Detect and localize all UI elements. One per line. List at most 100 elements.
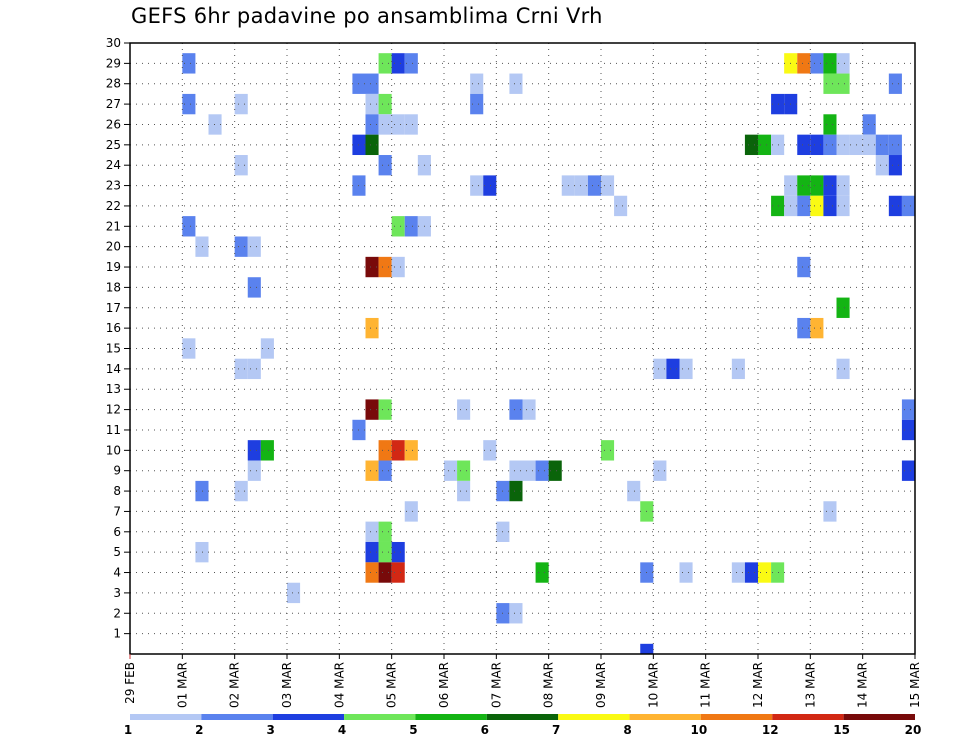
heatmap-cell xyxy=(208,114,222,135)
heatmap-cell xyxy=(391,53,405,74)
x-tick-label: 09 MAR xyxy=(594,662,608,708)
colorbar-swatch xyxy=(629,714,701,720)
heatmap-cell xyxy=(365,562,379,583)
colorbar-swatch xyxy=(130,714,202,720)
colorbar-swatch xyxy=(558,714,630,720)
y-tick-label: 11 xyxy=(106,423,121,437)
heatmap-cell xyxy=(771,134,785,156)
colorbar-label: 15 xyxy=(833,723,850,737)
heatmap-cell xyxy=(365,399,379,420)
heatmap-cell xyxy=(797,256,811,278)
x-tick-label: 29 FEB xyxy=(123,662,137,704)
chart-title: GEFS 6hr padavine po ansamblima Crni Vrh xyxy=(131,4,603,28)
x-tick-label: 15 MAR xyxy=(908,662,922,708)
x-tick-label: 02 MAR xyxy=(228,662,242,708)
heatmap-cell xyxy=(247,440,261,461)
y-tick-label: 10 xyxy=(106,443,121,457)
colorbar-swatch xyxy=(486,714,559,720)
heatmap-cell xyxy=(810,53,824,74)
y-tick-label: 26 xyxy=(106,117,121,131)
y-tick-label: 30 xyxy=(106,36,121,50)
heatmap-cell xyxy=(901,419,915,441)
heatmap-cell xyxy=(836,73,850,94)
heatmap-cell xyxy=(457,460,471,481)
heatmap-cell xyxy=(391,541,405,563)
heatmap-cell xyxy=(365,114,379,135)
heatmap-cell xyxy=(260,338,274,359)
heatmap-cell xyxy=(810,134,824,156)
heatmap-cell xyxy=(744,134,758,156)
colorbar-label: 2 xyxy=(195,723,203,737)
heatmap-cell xyxy=(247,460,261,481)
y-axis: 1234567891011121314151617181920212223242… xyxy=(106,36,130,641)
heatmap-cell xyxy=(378,460,392,481)
heatmap-cell xyxy=(509,460,523,481)
heatmap-cell xyxy=(378,399,392,420)
heatmap-cell xyxy=(509,603,523,624)
heatmap-cell xyxy=(744,562,758,583)
heatmap-cell xyxy=(378,541,392,563)
heatmap-cell xyxy=(470,93,484,115)
heatmap-cell xyxy=(404,216,418,237)
heatmap-cell xyxy=(810,175,824,196)
y-tick-label: 3 xyxy=(113,586,121,600)
heatmap-cell xyxy=(836,195,850,217)
y-tick-label: 15 xyxy=(106,342,121,356)
heatmap-cell xyxy=(771,93,785,115)
heatmap-cell xyxy=(404,114,418,135)
heatmap-cell xyxy=(509,399,523,420)
dotted-grid xyxy=(130,43,915,654)
y-tick-label: 17 xyxy=(106,301,121,315)
y-tick-label: 27 xyxy=(106,97,121,111)
colorbar-swatch xyxy=(272,714,345,720)
heatmap-cell xyxy=(823,53,837,74)
heatmap-cell xyxy=(875,134,889,156)
heatmap-cell xyxy=(901,460,915,481)
heatmap-cell xyxy=(797,317,811,339)
heatmap-cell xyxy=(836,53,850,74)
x-tick-label: 04 MAR xyxy=(332,662,346,708)
y-tick-label: 8 xyxy=(113,484,121,498)
heatmap-cell xyxy=(365,134,379,156)
colorbar-label: 8 xyxy=(623,723,631,737)
heatmap-cell xyxy=(470,175,484,196)
x-tick-label: 10 MAR xyxy=(646,662,660,708)
colorbar-label: 6 xyxy=(481,723,489,737)
heatmap-cell xyxy=(234,358,248,380)
heatmap-cell xyxy=(888,73,902,94)
y-tick-label: 13 xyxy=(106,382,121,396)
heatmap-cell xyxy=(378,53,392,74)
heatmap-cell xyxy=(601,440,615,461)
heatmap-cell xyxy=(797,175,811,196)
heatmap-cell xyxy=(758,134,772,156)
y-tick-label: 7 xyxy=(113,504,121,518)
heatmap-cell xyxy=(823,114,837,135)
colorbar-swatch xyxy=(772,714,844,720)
y-tick-label: 19 xyxy=(106,260,121,274)
colorbar-label: 4 xyxy=(338,723,346,737)
y-tick-label: 24 xyxy=(106,158,121,172)
y-tick-label: 22 xyxy=(106,199,121,213)
heatmap-cell xyxy=(823,195,837,217)
heatmap-cell xyxy=(365,93,379,115)
heatmap-cell xyxy=(378,256,392,278)
heatmap-cell xyxy=(823,73,837,94)
heatmap-cell xyxy=(378,440,392,461)
x-tick-label: 01 MAR xyxy=(175,662,189,708)
heatmap-cell xyxy=(182,338,196,359)
heatmap-cell xyxy=(797,134,811,156)
x-tick-label: 06 MAR xyxy=(437,662,451,708)
heatmap-cell xyxy=(404,501,418,522)
heatmap-cell xyxy=(457,480,471,502)
heatmap-cell xyxy=(391,440,405,461)
heatmap-cell xyxy=(535,460,549,481)
heatmap-cell xyxy=(404,53,418,74)
heatmap-cell xyxy=(653,358,667,380)
colorbar-label: 10 xyxy=(691,723,708,737)
heatmap-cell xyxy=(627,480,641,502)
y-tick-label: 5 xyxy=(113,545,121,559)
heatmap-cell xyxy=(365,73,379,94)
heatmap-cell xyxy=(731,358,745,380)
heatmap-cell xyxy=(391,114,405,135)
